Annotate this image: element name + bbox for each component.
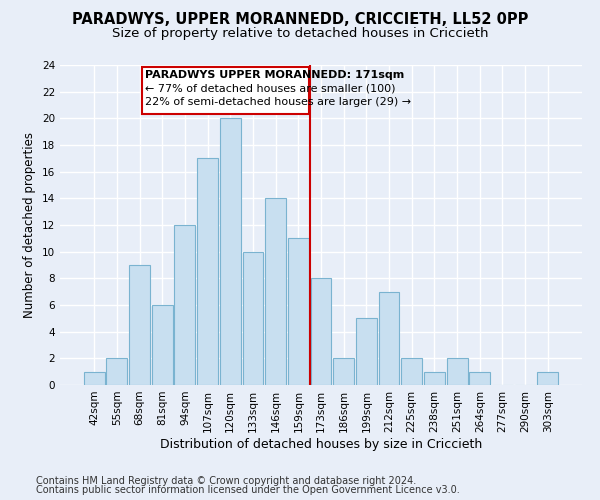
Bar	[401, 358, 422, 385]
Bar	[538, 372, 558, 385]
Bar	[446, 358, 467, 385]
Bar	[129, 265, 150, 385]
Y-axis label: Number of detached properties: Number of detached properties	[23, 132, 37, 318]
Bar	[288, 238, 309, 385]
Text: Contains HM Land Registry data © Crown copyright and database right 2024.: Contains HM Land Registry data © Crown c…	[36, 476, 416, 486]
Bar	[424, 372, 445, 385]
Text: 22% of semi-detached houses are larger (29) →: 22% of semi-detached houses are larger (…	[145, 97, 412, 107]
Bar	[152, 305, 173, 385]
Bar	[242, 252, 263, 385]
Bar	[379, 292, 400, 385]
Bar	[220, 118, 241, 385]
Bar	[311, 278, 331, 385]
Bar	[356, 318, 377, 385]
FancyBboxPatch shape	[142, 67, 308, 114]
Bar	[84, 372, 104, 385]
Text: PARADWYS, UPPER MORANNEDD, CRICCIETH, LL52 0PP: PARADWYS, UPPER MORANNEDD, CRICCIETH, LL…	[72, 12, 528, 28]
Text: PARADWYS UPPER MORANNEDD: 171sqm: PARADWYS UPPER MORANNEDD: 171sqm	[145, 70, 404, 81]
Bar	[106, 358, 127, 385]
Text: Size of property relative to detached houses in Criccieth: Size of property relative to detached ho…	[112, 28, 488, 40]
Bar	[175, 225, 196, 385]
Text: Contains public sector information licensed under the Open Government Licence v3: Contains public sector information licen…	[36, 485, 460, 495]
Text: ← 77% of detached houses are smaller (100): ← 77% of detached houses are smaller (10…	[145, 84, 396, 94]
Bar	[265, 198, 286, 385]
Bar	[197, 158, 218, 385]
Bar	[333, 358, 354, 385]
X-axis label: Distribution of detached houses by size in Criccieth: Distribution of detached houses by size …	[160, 438, 482, 450]
Bar	[469, 372, 490, 385]
